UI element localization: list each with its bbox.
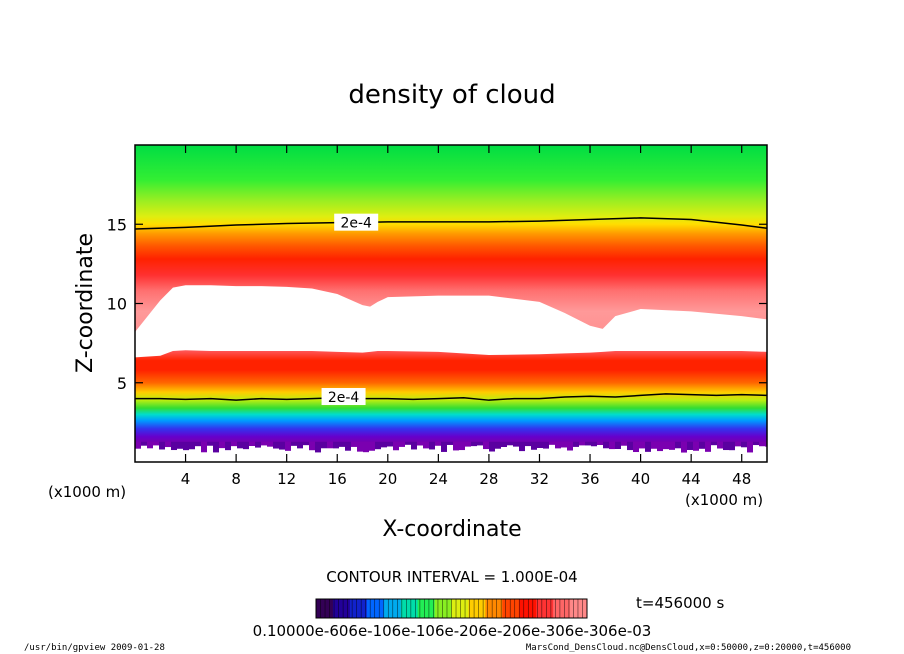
colorbar-swatch (349, 599, 368, 618)
svg-text:2e-4: 2e-4 (328, 390, 360, 406)
x-tick-label: 12 (277, 470, 296, 488)
colorbar-swatch (536, 599, 554, 618)
colorbar-swatch (468, 599, 486, 618)
y-axis-label: Z-coordinate (73, 233, 98, 373)
x-tick-label: 20 (378, 470, 397, 488)
colorbar-swatch (383, 599, 402, 618)
bottom-noise (135, 441, 767, 453)
x-tick-label: 48 (732, 470, 751, 488)
x-tick-label: 28 (479, 470, 498, 488)
y-tick-label: 10 (107, 295, 127, 314)
x-tick-label: 4 (181, 470, 191, 488)
colorbar-swatch (316, 599, 334, 618)
contour-label: 2e-4 (334, 213, 379, 232)
contour-interval-note: CONTOUR INTERVAL = 1.000E-04 (326, 568, 577, 586)
y-tick-label: 15 (107, 215, 127, 234)
colorbar-swatch (366, 599, 385, 618)
low-density-region (135, 285, 767, 358)
x-tick-label: 16 (328, 470, 347, 488)
colorbar-labels: 0.10000e-606e-106e-106e-206e-206e-306e-3… (253, 622, 652, 640)
y-axis-ticks: 5 10 15 (107, 215, 767, 393)
x-unit-label-left: (x1000 m) (48, 483, 126, 501)
plot-area: 2e-4 2e-4 (135, 145, 767, 462)
x-tick-label: 8 (231, 470, 241, 488)
colorbar-swatch (519, 599, 537, 618)
x-tick-label: 24 (429, 470, 448, 488)
colorbar-swatch (570, 599, 588, 618)
colorbar-swatch (417, 599, 436, 618)
x-tick-label: 44 (682, 470, 701, 488)
footer-right: MarsCond_DensCloud.nc@DensCloud,x=0:5000… (526, 643, 851, 653)
x-axis-label: X-coordinate (382, 517, 521, 542)
colorbar-frame (315, 598, 588, 619)
x-tick-label: 32 (530, 470, 549, 488)
x-axis-ticks: 4 8 12 16 20 24 28 32 36 40 44 48 (181, 145, 751, 488)
contour-labels: 2e-4 2e-4 (321, 213, 379, 406)
colorbar-swatch (434, 599, 452, 618)
x-tick-label: 36 (580, 470, 599, 488)
colorbar-swatch (332, 599, 351, 618)
time-label: t=456000 s (636, 594, 724, 612)
svg-text:2e-4: 2e-4 (340, 216, 372, 232)
contour-line-lower (135, 393, 767, 401)
y-tick-label: 5 (117, 374, 127, 393)
chart-title: density of cloud (348, 80, 555, 110)
colorbar-swatch (485, 599, 503, 618)
x-tick-label: 40 (631, 470, 650, 488)
contour-line-upper (135, 217, 767, 230)
colorbar (315, 599, 588, 618)
colorbar-swatch (400, 599, 419, 618)
colorbar-swatch (502, 599, 520, 618)
colorbar-swatch (553, 599, 571, 618)
contour-label: 2e-4 (321, 388, 366, 406)
footer-left: /usr/bin/gpview 2009-01-28 (24, 643, 165, 653)
x-unit-label-right: (x1000 m) (685, 491, 763, 509)
colorbar-swatch (451, 599, 469, 618)
